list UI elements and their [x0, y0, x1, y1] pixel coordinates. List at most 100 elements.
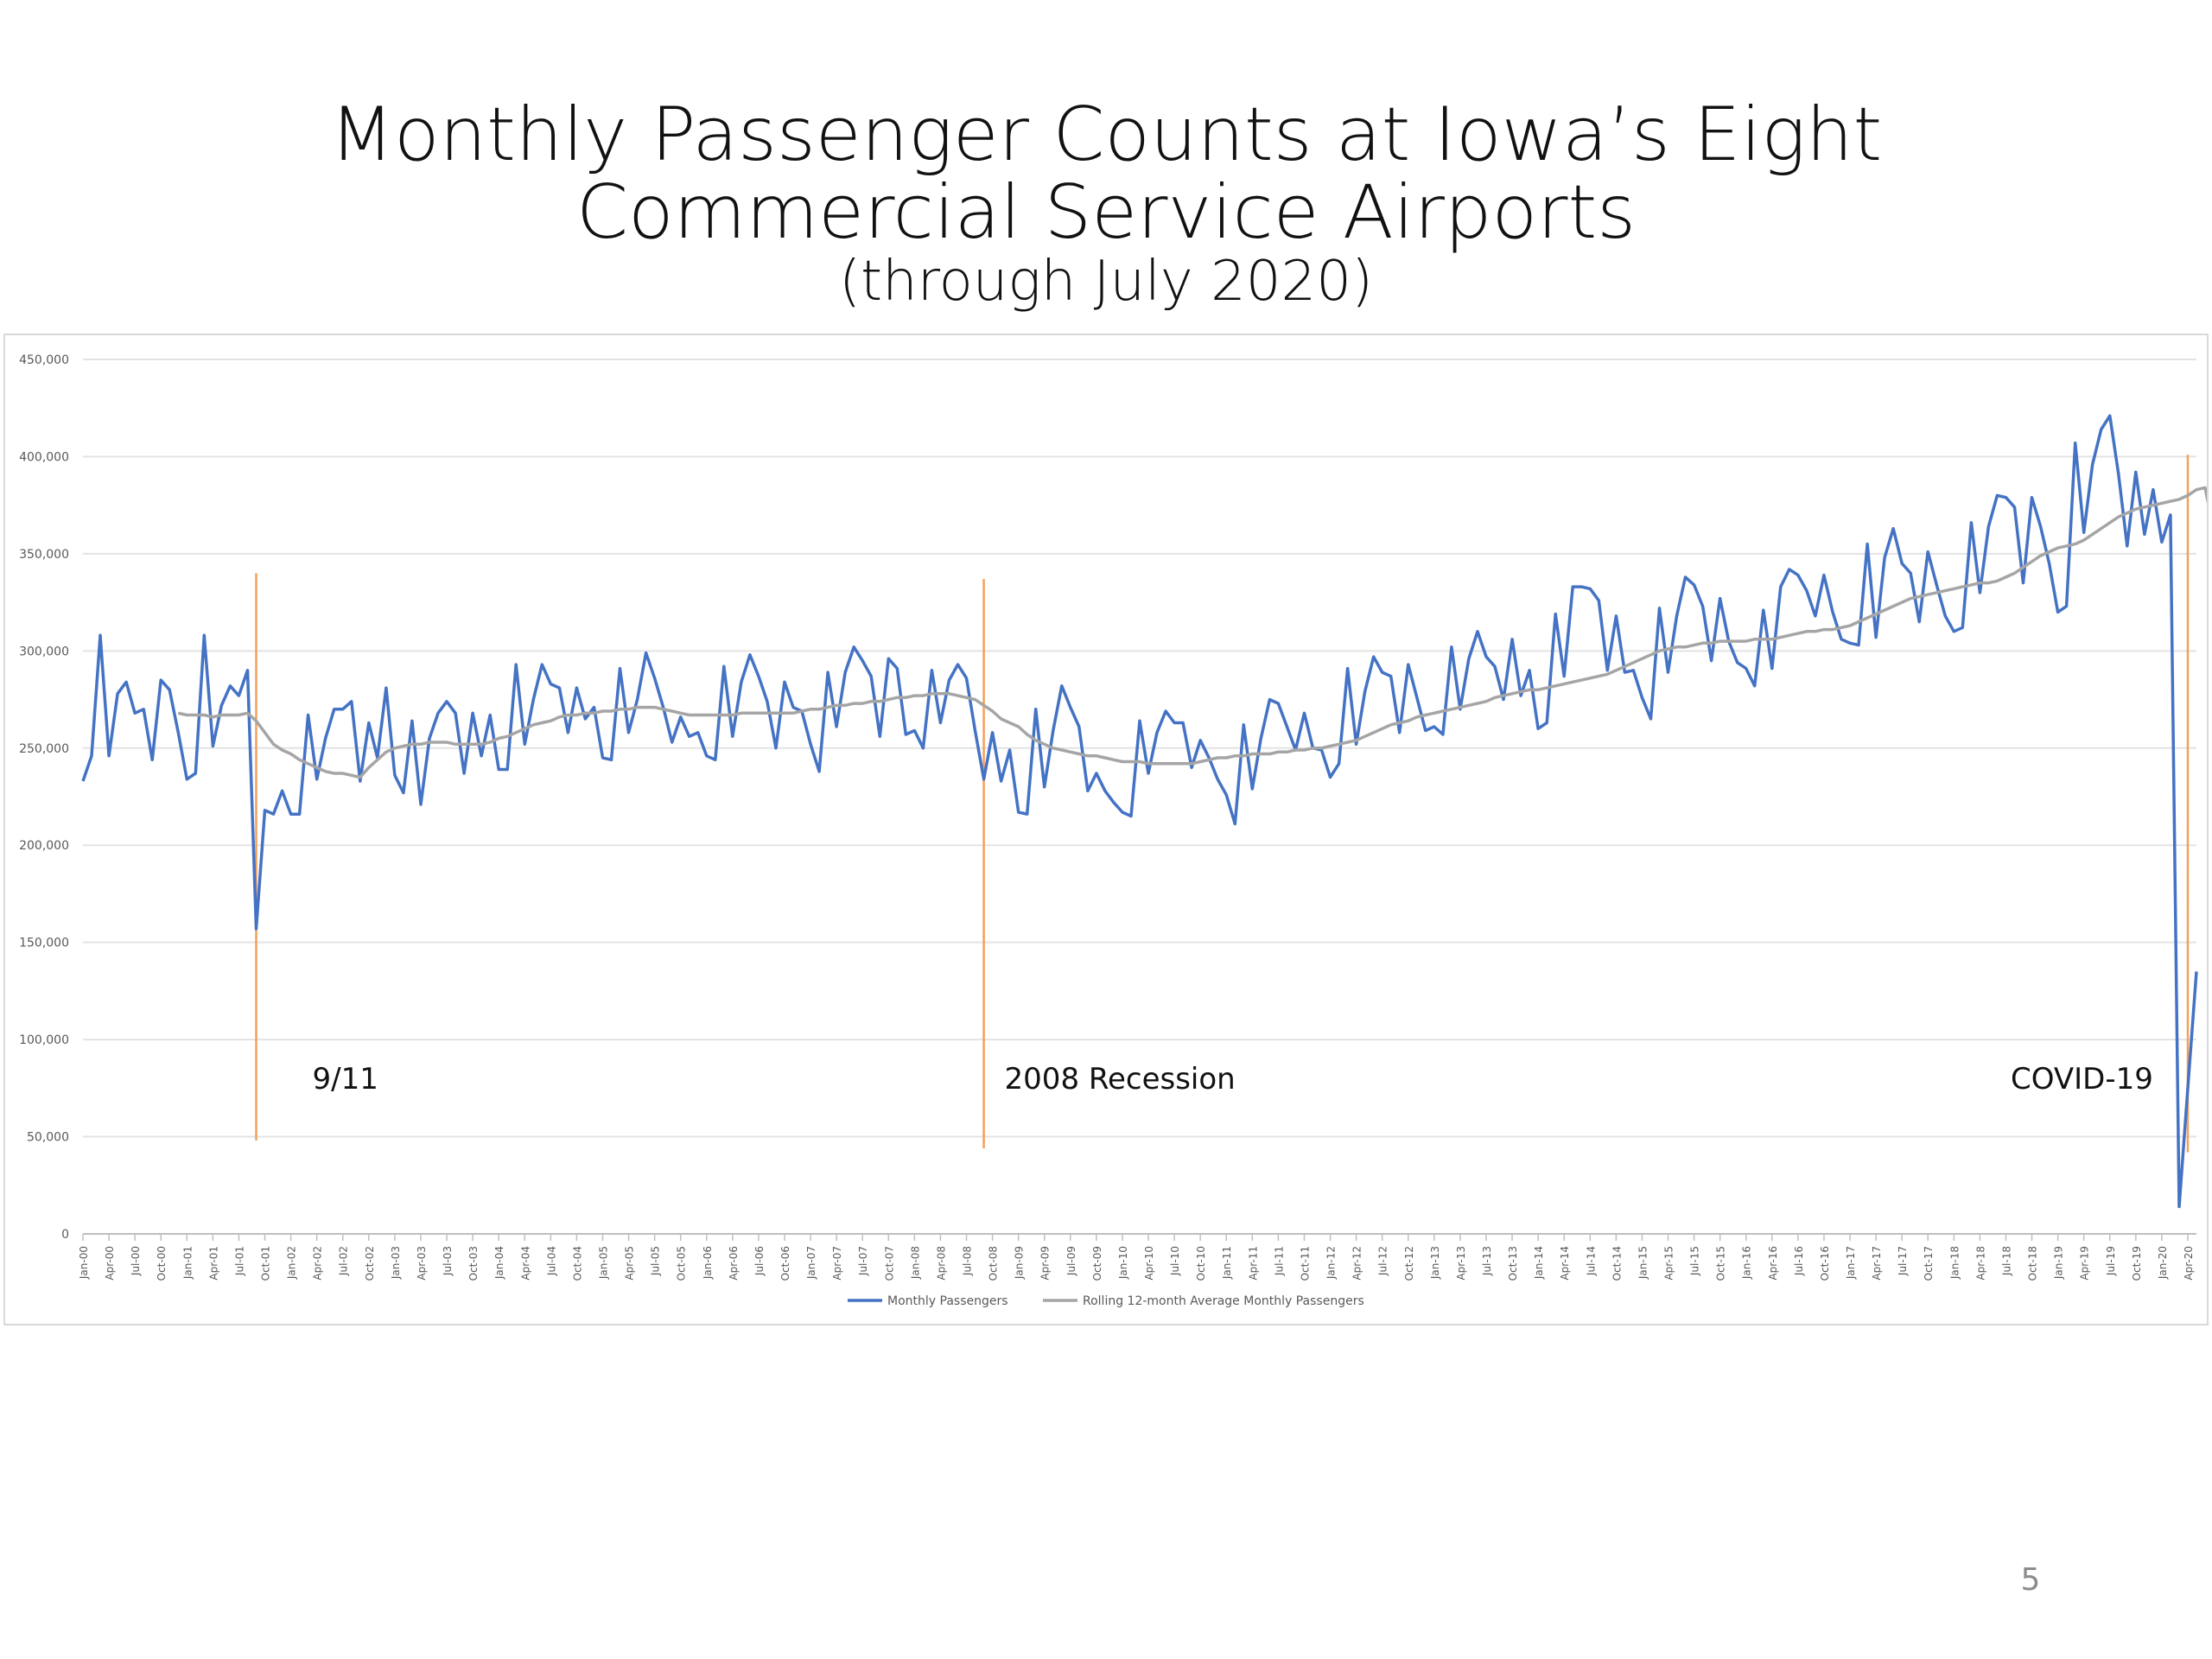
x-tick-label: Oct-03: [467, 1246, 480, 1281]
x-tick-label: Apr-02: [312, 1246, 324, 1281]
y-tick-label: 300,000: [19, 645, 69, 658]
x-tick-label: Apr-13: [1455, 1246, 1467, 1281]
x-tick-label: Jul-17: [1897, 1246, 1909, 1276]
event-annotation-label: 2008 Recession: [1005, 1062, 1236, 1096]
x-tick-label: Jul-04: [545, 1246, 557, 1276]
x-tick-label: Jul-14: [1585, 1246, 1597, 1276]
x-tick-label: Apr-20: [2183, 1246, 2195, 1281]
x-tick-label: Jan-19: [2053, 1246, 2065, 1280]
x-tick-label: Jan-17: [1845, 1246, 1857, 1280]
x-tick-label: Jul-08: [962, 1246, 974, 1276]
x-tick-label: Jan-16: [1741, 1246, 1753, 1280]
x-tick-label: Oct-16: [1819, 1246, 1831, 1281]
y-tick-label: 150,000: [19, 937, 69, 950]
x-tick-label: Jan-11: [1221, 1246, 1233, 1280]
x-tick-label: Apr-01: [207, 1246, 219, 1281]
x-tick-label: Jan-18: [1948, 1246, 1961, 1280]
x-tick-label: Jan-13: [1429, 1246, 1441, 1280]
x-tick-label: Apr-16: [1767, 1246, 1779, 1281]
x-tick-label: Jul-05: [650, 1246, 662, 1276]
rolling-average-line: [177, 486, 2207, 779]
x-tick-label: Jan-01: [181, 1246, 194, 1280]
x-tick-label: Oct-14: [1611, 1246, 1623, 1281]
x-tick-label: Jul-07: [857, 1246, 869, 1276]
x-tick-label: Oct-13: [1507, 1246, 1519, 1281]
y-tick-label: 250,000: [19, 742, 69, 756]
x-tick-label: Jul-00: [130, 1246, 142, 1276]
x-tick-label: Apr-11: [1247, 1246, 1259, 1281]
legend-label: Rolling 12-month Average Monthly Passeng…: [1083, 1294, 1364, 1308]
x-tick-label: Jul-10: [1169, 1246, 1181, 1276]
x-tick-label: Apr-04: [519, 1246, 531, 1281]
x-tick-label: Oct-15: [1715, 1246, 1727, 1281]
x-tick-label: Jan-00: [78, 1246, 90, 1280]
x-tick-label: Apr-17: [1871, 1246, 1883, 1281]
y-tick-label: 100,000: [19, 1033, 69, 1047]
x-tick-label: Oct-10: [1195, 1246, 1207, 1281]
x-tick-label: Oct-12: [1403, 1246, 1415, 1281]
x-tick-label: Apr-00: [104, 1246, 116, 1281]
slide-subtitle: (through July 2020): [839, 250, 1373, 314]
x-tick-label: Jan-03: [390, 1246, 402, 1280]
x-tick-label: Jan-20: [2157, 1246, 2169, 1280]
x-tick-label: Oct-04: [571, 1246, 583, 1281]
x-tick-label: Jan-06: [702, 1246, 714, 1280]
x-tick-label: Jul-02: [338, 1246, 350, 1276]
x-tick-label: Jan-15: [1637, 1246, 1649, 1280]
x-tick-label: Jan-10: [1117, 1246, 1129, 1280]
x-tick-label: Jan-08: [909, 1246, 921, 1280]
x-tick-label: Oct-07: [883, 1246, 895, 1281]
y-tick-label: 200,000: [19, 839, 69, 853]
x-tick-label: Oct-08: [988, 1246, 1000, 1281]
x-tick-label: Jan-02: [286, 1246, 298, 1280]
x-tick-label: Jan-14: [1533, 1246, 1545, 1280]
x-tick-label: Oct-17: [1923, 1246, 1935, 1281]
x-tick-label: Apr-05: [624, 1246, 636, 1281]
x-tick-label: Jul-15: [1689, 1246, 1701, 1276]
legend-label: Monthly Passengers: [887, 1294, 1008, 1308]
x-tick-label: Apr-07: [831, 1246, 843, 1281]
x-tick-label: Apr-12: [1351, 1246, 1363, 1281]
y-tick-label: 450,000: [19, 353, 69, 367]
x-tick-label: Jul-19: [2105, 1246, 2117, 1276]
x-tick-label: Oct-06: [779, 1246, 791, 1281]
x-tick-label: Jan-09: [1014, 1246, 1026, 1280]
x-tick-label: Jan-05: [597, 1246, 609, 1280]
x-tick-label: Oct-18: [2027, 1246, 2039, 1281]
y-tick-label: 350,000: [19, 548, 69, 562]
y-tick-label: 0: [61, 1228, 69, 1242]
x-tick-label: Apr-08: [935, 1246, 947, 1281]
x-tick-label: Jul-16: [1793, 1246, 1805, 1276]
x-tick-label: Oct-09: [1091, 1246, 1103, 1281]
x-tick-label: Jul-18: [2000, 1246, 2012, 1276]
passenger-line-chart: 0 50,000 100,000 150,000 200,000 250,000 300,0…: [19, 353, 2207, 1308]
x-tick-label: Oct-01: [260, 1246, 272, 1281]
page-number: 5: [2020, 1562, 2041, 1598]
x-tick-label: Apr-15: [1663, 1246, 1675, 1281]
x-tick-label: Jan-07: [805, 1246, 817, 1280]
x-tick-label: Jan-12: [1325, 1246, 1338, 1280]
chart-frame: 0 50,000 100,000 150,000 200,000 250,000 300,0…: [3, 334, 2209, 1325]
x-tick-label: Oct-19: [2131, 1246, 2143, 1281]
x-tick-label: Apr-09: [1039, 1246, 1052, 1281]
x-tick-label: Apr-14: [1559, 1246, 1571, 1281]
x-tick-label: Apr-10: [1143, 1246, 1155, 1281]
x-tick-label: Apr-06: [728, 1246, 740, 1281]
x-tick-label: Apr-18: [1974, 1246, 1986, 1281]
slide-title-line-1: Monthly Passenger Counts at Iowa’s Eight: [329, 92, 1883, 178]
x-tick-label: Jul-12: [1377, 1246, 1389, 1276]
event-annotation-label: COVID-19: [2011, 1062, 2153, 1096]
y-tick-label: 50,000: [27, 1131, 69, 1145]
x-tick-label: Jul-13: [1481, 1246, 1493, 1276]
x-tick-label: Apr-03: [416, 1246, 428, 1281]
monthly-passengers-line: [81, 414, 2198, 1209]
x-tick-label: Oct-00: [156, 1246, 168, 1281]
x-tick-label: Jul-01: [233, 1246, 245, 1276]
x-tick-label: Oct-11: [1299, 1246, 1311, 1281]
x-tick-label: Apr-19: [2079, 1246, 2091, 1281]
x-tick-label: Jul-09: [1065, 1246, 1077, 1276]
x-tick-label: Jul-03: [442, 1246, 454, 1276]
slide-title-line-2: Commercial Service Airports: [575, 169, 1637, 256]
x-tick-label: Oct-02: [364, 1246, 376, 1281]
x-tick-label: Oct-05: [676, 1246, 688, 1281]
